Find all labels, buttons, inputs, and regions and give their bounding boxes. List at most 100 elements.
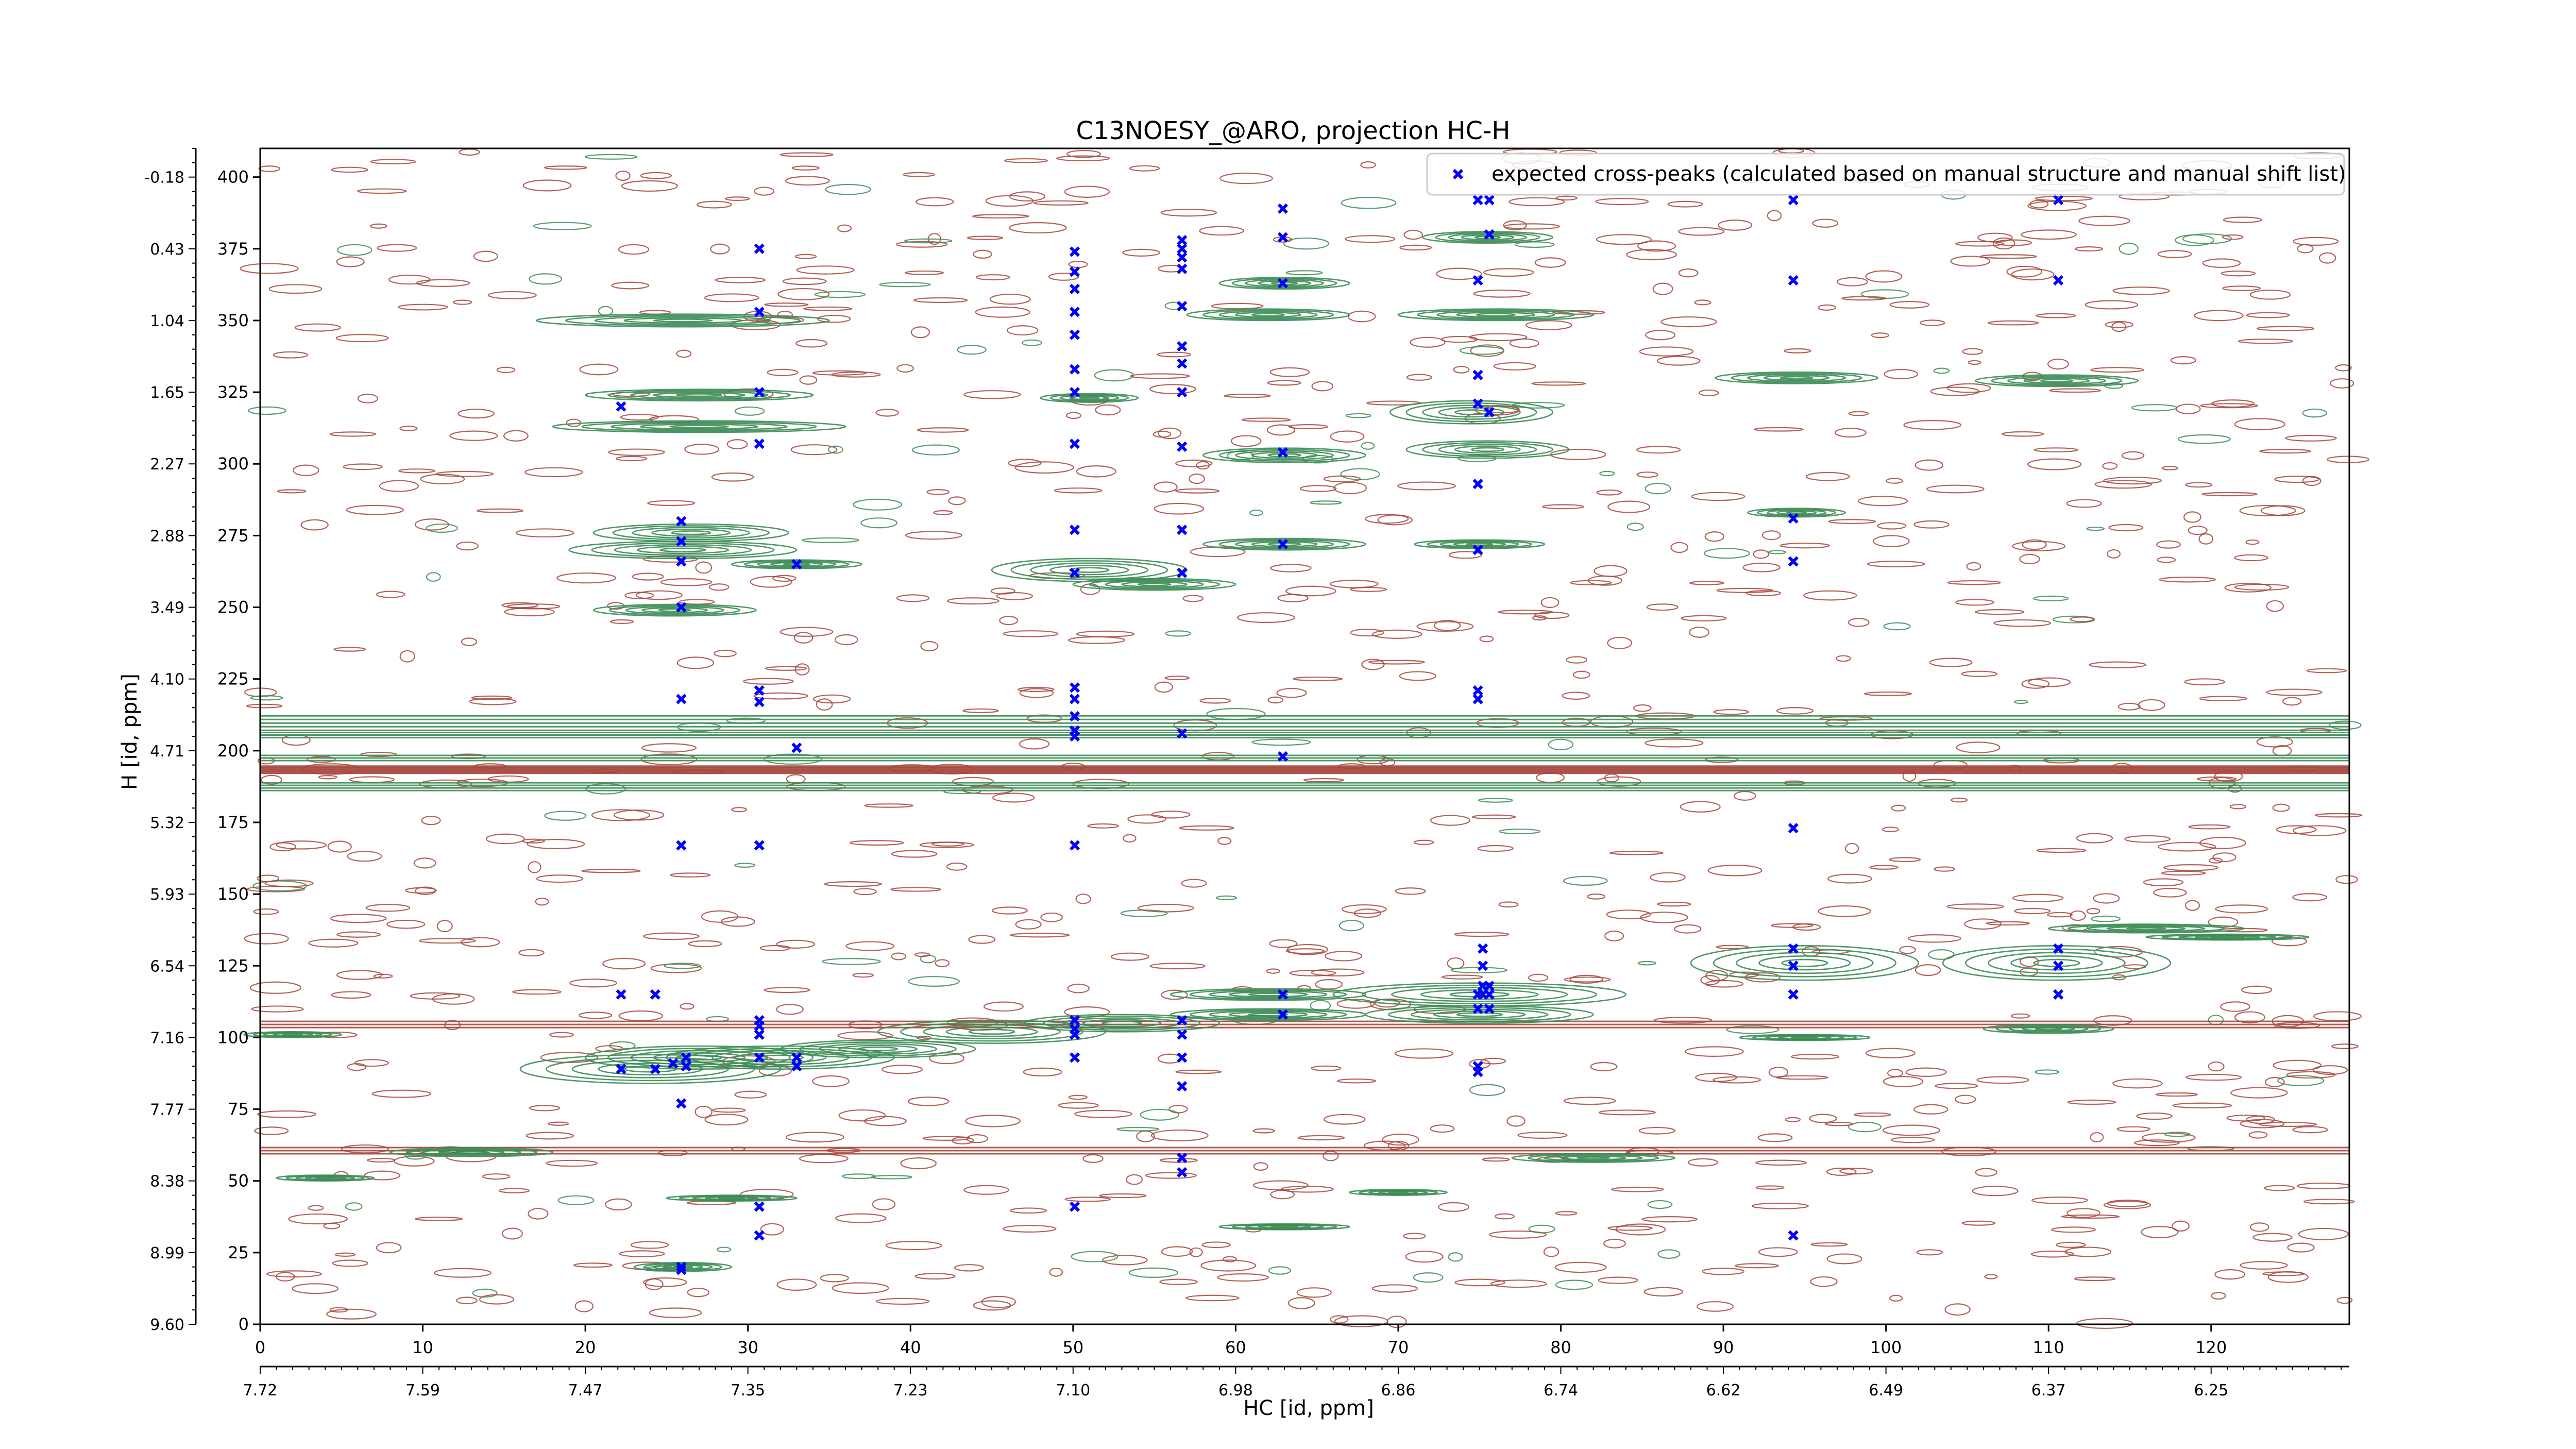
peak-contour	[1137, 582, 1172, 586]
peak-contour	[594, 316, 772, 325]
noise-contour	[972, 214, 1030, 219]
noise-contour	[1323, 1114, 1366, 1125]
peak-contour	[968, 1029, 1015, 1035]
noise-contour	[816, 698, 833, 711]
noise-contour	[1345, 413, 1371, 418]
cross-peak-marker	[676, 1098, 687, 1109]
peak-contour	[1228, 1012, 1308, 1018]
peak-contour	[1470, 447, 1505, 452]
noise-contour	[647, 500, 696, 507]
noise-contour	[1413, 1272, 1444, 1283]
peak-contour	[584, 389, 814, 402]
noise-contour	[524, 467, 583, 478]
noise-contour	[1572, 670, 1590, 679]
noise-contour	[1869, 865, 1899, 870]
peak-contour	[1121, 581, 1188, 587]
noise-contour	[2066, 1208, 2100, 1218]
noise-contour	[834, 634, 858, 645]
peak-contour	[609, 604, 741, 616]
noise-contour	[812, 370, 867, 376]
noise-contour	[913, 297, 968, 304]
noise-contour	[250, 695, 283, 701]
noise-contour	[1333, 481, 1367, 495]
noise-contour	[2249, 290, 2291, 300]
noise-contour	[905, 270, 944, 275]
noise-contour	[579, 1012, 613, 1019]
noise-contour	[1072, 779, 1129, 789]
noise-contour	[1639, 346, 1694, 357]
peak-contour	[1763, 375, 1830, 381]
peak-contour	[243, 1031, 343, 1038]
y-secondary-tick-label: 1.65	[150, 384, 184, 402]
noise-contour	[2138, 699, 2165, 711]
noise-contour	[2090, 915, 2121, 922]
noise-contour	[1955, 599, 1994, 606]
peak-contour	[1209, 1010, 1328, 1019]
peak-contour	[1231, 278, 1337, 289]
peak-contour	[2126, 926, 2166, 930]
noise-contour	[1713, 709, 1749, 715]
noise-contour	[2112, 1078, 2163, 1089]
peak-contour	[636, 546, 730, 554]
noise-contour	[1067, 636, 1126, 644]
noise-contour	[345, 1202, 363, 1211]
noise-contour	[793, 632, 814, 644]
noise-contour	[2172, 1102, 2232, 1109]
noise-contour	[293, 464, 319, 476]
noise-contour	[1946, 903, 2005, 910]
cross-peak-marker	[1472, 1003, 1483, 1014]
cross-peak-marker	[1277, 278, 1289, 289]
y-secondary-tick-label: 0.43	[150, 241, 184, 259]
noise-contour	[2021, 229, 2077, 240]
noise-contour	[1413, 839, 1434, 845]
noise-contour	[872, 1198, 896, 1210]
noise-contour	[2277, 1075, 2325, 1086]
noise-contour	[891, 850, 938, 858]
y-secondary-tick-label: 5.93	[150, 886, 184, 904]
noise-contour	[1311, 381, 1334, 392]
noise-contour	[2229, 804, 2247, 810]
noise-contour	[1353, 908, 1381, 918]
cross-peak-marker	[1177, 358, 1188, 369]
noise-contour	[1379, 758, 1396, 767]
noise-contour	[2313, 1011, 2362, 1022]
noise-contour	[1478, 798, 1513, 803]
noise-contour	[1867, 561, 1925, 568]
noise-contour	[1835, 655, 1851, 662]
noise-contour	[1200, 1259, 1257, 1272]
noise-contour	[1219, 172, 1273, 184]
noise-contour	[1962, 348, 1984, 355]
noise-contour	[715, 277, 766, 283]
noise-contour	[1397, 481, 1456, 491]
noise-contour	[1607, 1225, 1653, 1231]
noise-contour	[1127, 814, 1166, 824]
plot-frame	[259, 147, 2350, 1325]
noise-contour	[765, 666, 807, 671]
peak-contour	[657, 608, 692, 612]
noise-contour	[2335, 364, 2352, 372]
noise-contour	[1185, 1294, 1240, 1302]
noise-contour	[684, 444, 720, 455]
y-secondary-tick-label: -0.18	[144, 169, 184, 187]
noise-contour	[635, 590, 683, 600]
noise-contour	[1329, 579, 1379, 588]
noise-contour	[660, 578, 713, 586]
noise-contour	[875, 409, 900, 417]
noise-contour	[1498, 901, 1519, 908]
noise-contour	[1707, 865, 1762, 877]
noise-contour	[394, 1155, 435, 1167]
noise-contour	[1966, 562, 1981, 571]
noise-contour	[935, 959, 950, 968]
noise-contour	[1361, 442, 1375, 450]
noise-contour	[485, 833, 525, 845]
noise-contour	[574, 1300, 594, 1312]
noise-contour	[2030, 1250, 2075, 1258]
noise-contour	[871, 1175, 913, 1180]
noise-contour	[2036, 313, 2076, 318]
noise-contour	[1768, 550, 1787, 554]
noise-contour	[2070, 616, 2094, 622]
noise-contour	[329, 1307, 348, 1313]
noise-contour	[2121, 451, 2145, 460]
noise-contour	[416, 279, 470, 287]
